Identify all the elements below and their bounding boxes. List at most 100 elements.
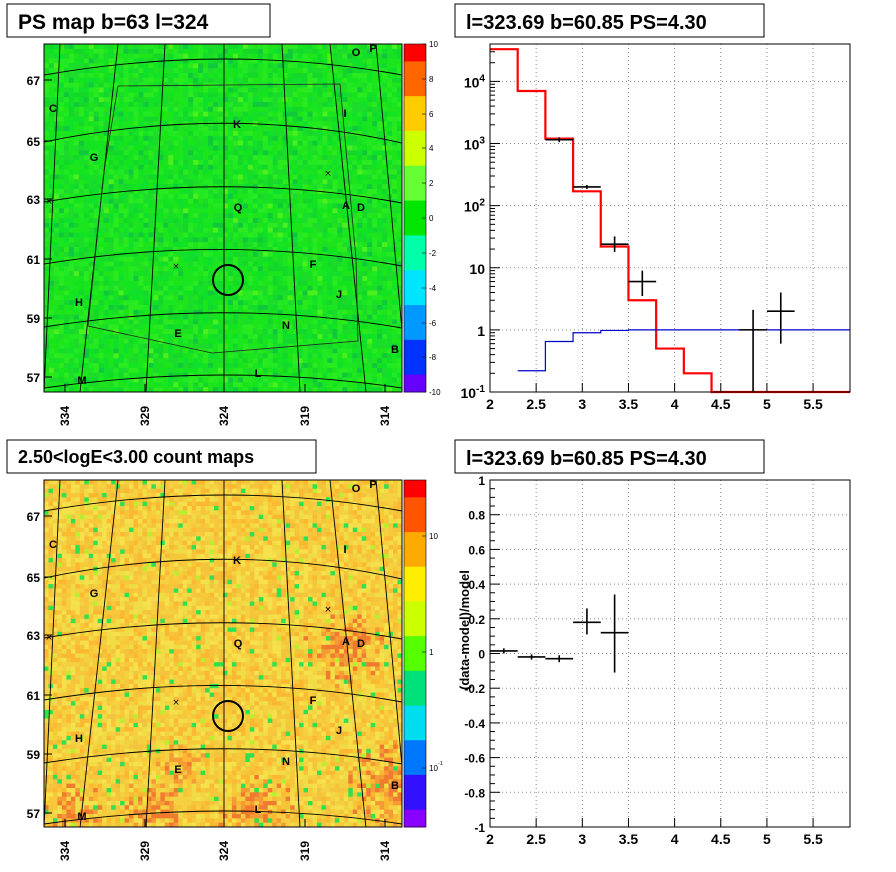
heatmap-cell xyxy=(158,319,164,325)
heatmap-cell xyxy=(342,266,348,272)
heatmap-cell xyxy=(362,111,368,117)
heatmap-cell xyxy=(143,261,149,267)
heatmap-cell xyxy=(198,48,204,55)
heatmap-cell xyxy=(232,174,239,180)
heatmap-cell xyxy=(367,242,373,248)
heatmap-cell xyxy=(272,324,279,330)
heatmap-cell xyxy=(98,343,105,349)
heatmap-cell xyxy=(387,145,393,151)
heatmap-cell xyxy=(223,367,229,374)
heatmap-cell xyxy=(352,48,358,55)
heatmap-cell xyxy=(193,367,199,374)
heatmap-cell xyxy=(337,222,343,229)
heatmap-cell xyxy=(307,169,313,175)
heatmap-cell xyxy=(48,271,55,277)
heatmap-cell xyxy=(272,116,279,122)
heatmap-cell xyxy=(347,309,353,316)
heatmap-cell xyxy=(247,102,254,108)
heatmap-cell xyxy=(113,247,119,253)
heatmap-cell xyxy=(382,68,388,74)
heatmap-cell xyxy=(188,44,194,50)
heatmap-cell xyxy=(223,131,229,137)
heatmap-cell xyxy=(113,44,119,50)
heatmap-cell xyxy=(168,160,174,166)
heatmap-cell xyxy=(128,126,134,132)
heatmap-cell xyxy=(203,73,209,79)
heatmap-cell xyxy=(173,290,179,296)
heatmap-cell xyxy=(173,164,179,171)
heatmap-cell xyxy=(382,131,388,137)
heatmap-cell xyxy=(272,338,279,345)
heatmap-cell xyxy=(58,208,65,214)
heatmap-cell xyxy=(108,266,115,272)
heatmap-cell xyxy=(78,358,85,364)
heatmap-cell xyxy=(287,111,294,117)
heatmap-cell xyxy=(377,280,383,287)
heatmap-cell xyxy=(108,218,115,224)
heatmap-cell xyxy=(337,300,343,306)
heatmap-cell xyxy=(193,160,199,166)
heatmap-cell xyxy=(382,367,388,374)
heatmap-cell xyxy=(342,218,348,224)
heatmap-cell xyxy=(237,53,244,59)
heatmap-cell xyxy=(103,353,110,359)
heatmap-cell xyxy=(312,203,318,209)
heatmap-cell xyxy=(317,77,323,84)
heatmap-cell xyxy=(178,266,184,272)
heatmap-cell xyxy=(78,48,85,55)
heatmap-cell xyxy=(98,338,105,345)
heatmap-cell xyxy=(133,68,139,74)
heatmap-cell xyxy=(337,73,343,79)
heatmap-cell xyxy=(133,126,139,132)
heatmap-cell xyxy=(98,164,105,171)
heatmap-cell xyxy=(307,227,313,233)
heatmap-cell xyxy=(173,382,179,388)
heatmap-cell xyxy=(148,324,154,330)
heatmap-cell xyxy=(133,106,139,113)
heatmap-cell xyxy=(252,135,259,142)
heatmap-cell xyxy=(277,353,284,359)
heatmap-cell xyxy=(198,343,204,349)
heatmap-cell xyxy=(372,222,378,229)
heatmap-cell xyxy=(113,338,119,345)
heatmap-cell xyxy=(83,179,90,185)
heatmap-cell xyxy=(208,348,214,354)
heatmap-cell xyxy=(173,48,179,55)
heatmap-cell xyxy=(317,92,323,98)
heatmap-cell xyxy=(58,319,65,325)
heatmap-cell xyxy=(44,150,50,156)
heatmap-cell xyxy=(327,358,333,364)
heatmap-cell xyxy=(188,160,194,166)
heatmap-cell xyxy=(158,97,164,103)
heatmap-cell xyxy=(143,92,149,98)
heatmap-cell xyxy=(357,367,363,374)
heatmap-cell xyxy=(153,242,159,248)
heatmap-cell xyxy=(322,77,328,84)
heatmap-cell xyxy=(203,111,209,117)
heatmap-cell xyxy=(133,160,139,166)
heatmap-cell xyxy=(113,208,119,214)
heatmap-cell xyxy=(237,121,244,127)
heatmap-cell xyxy=(342,387,348,392)
heatmap-cell xyxy=(73,58,80,64)
heatmap-cell xyxy=(242,140,249,146)
heatmap-cell xyxy=(297,145,303,151)
heatmap-cell xyxy=(183,334,189,340)
heatmap-cell xyxy=(377,377,383,383)
heatmap-cell xyxy=(208,218,214,224)
heatmap-cell xyxy=(342,53,348,59)
heatmap-cell xyxy=(312,53,318,59)
heatmap-cell xyxy=(158,266,164,272)
heatmap-cell xyxy=(227,314,234,320)
heatmap-cell xyxy=(352,363,358,369)
heatmap-cell xyxy=(247,382,254,388)
heatmap-cell xyxy=(208,102,214,108)
heatmap-cell xyxy=(267,242,274,248)
heatmap-cell xyxy=(133,53,139,59)
heatmap-cell xyxy=(337,329,343,335)
heatmap-cell xyxy=(178,232,184,238)
heatmap-cell xyxy=(113,232,119,238)
heatmap-cell xyxy=(372,276,378,282)
heatmap-cell xyxy=(277,261,284,267)
heatmap-cell xyxy=(362,131,368,137)
